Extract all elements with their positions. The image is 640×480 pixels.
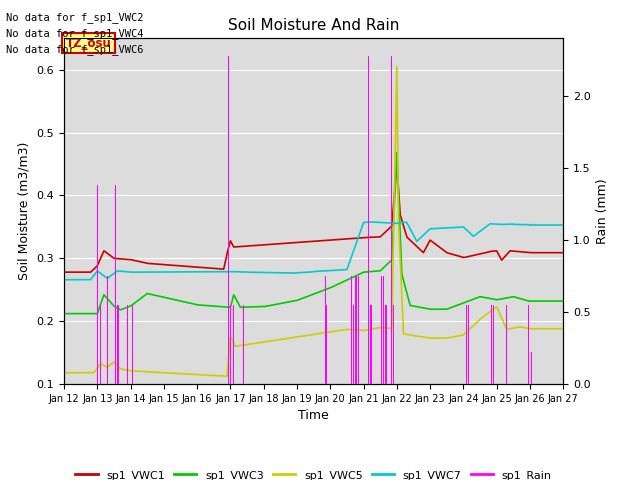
Bar (117, 305, 118, 384)
Bar (246, 305, 248, 384)
Text: No data for f_sp1_VWC2: No data for f_sp1_VWC2 (6, 12, 144, 23)
Title: Soil Moisture And Rain: Soil Moisture And Rain (228, 18, 399, 33)
Text: No data for f_sp1_VWC6: No data for f_sp1_VWC6 (6, 44, 144, 55)
Text: TZ_osu: TZ_osu (66, 36, 111, 49)
Bar (383, 276, 384, 384)
Bar (353, 305, 354, 384)
Bar (97, 185, 98, 384)
Text: No data for f_sp1_VWC4: No data for f_sp1_VWC4 (6, 28, 144, 39)
Bar (371, 305, 372, 384)
Bar (100, 305, 101, 384)
Y-axis label: Soil Moisture (m3/m3): Soil Moisture (m3/m3) (18, 142, 31, 280)
Bar (504, 156, 506, 384)
Bar (325, 276, 326, 384)
Bar (528, 305, 529, 384)
Bar (370, 305, 371, 384)
Bar (351, 276, 352, 384)
Bar (368, 56, 369, 384)
X-axis label: Time: Time (298, 409, 329, 422)
Bar (381, 276, 382, 384)
Bar (355, 276, 356, 384)
Bar (230, 305, 231, 384)
Bar (531, 352, 532, 384)
Legend: sp1_VWC1, sp1_VWC3, sp1_VWC5, sp1_VWC7, sp1_Rain: sp1_VWC1, sp1_VWC3, sp1_VWC5, sp1_VWC7, … (71, 466, 556, 480)
Bar (228, 56, 229, 384)
Bar (118, 305, 119, 384)
Y-axis label: Rain (mm): Rain (mm) (596, 179, 609, 244)
Bar (107, 276, 108, 384)
Bar (326, 305, 327, 384)
Bar (115, 185, 116, 384)
Bar (243, 305, 244, 384)
Bar (356, 276, 357, 384)
Bar (358, 276, 359, 384)
Bar (393, 305, 394, 384)
Bar (506, 305, 507, 384)
